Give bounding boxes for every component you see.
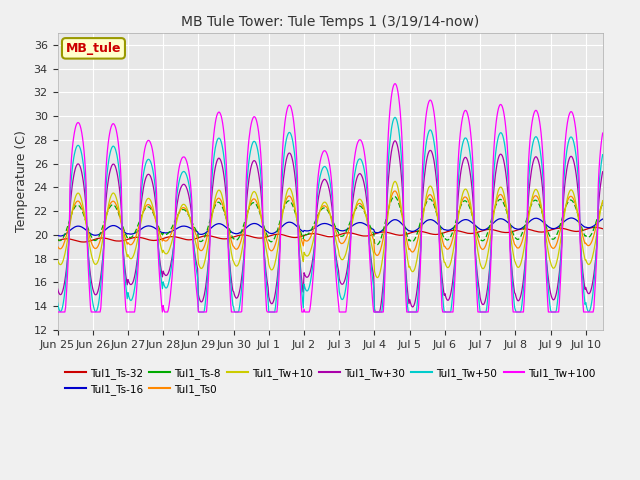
Y-axis label: Temperature (C): Temperature (C) <box>15 131 28 232</box>
Text: MB_tule: MB_tule <box>66 42 121 55</box>
Title: MB Tule Tower: Tule Temps 1 (3/19/14-now): MB Tule Tower: Tule Temps 1 (3/19/14-now… <box>181 15 479 29</box>
Legend: Tul1_Ts-32, Tul1_Ts-16, Tul1_Ts-8, Tul1_Ts0, Tul1_Tw+10, Tul1_Tw+30, Tul1_Tw+50,: Tul1_Ts-32, Tul1_Ts-16, Tul1_Ts-8, Tul1_… <box>61 363 600 399</box>
